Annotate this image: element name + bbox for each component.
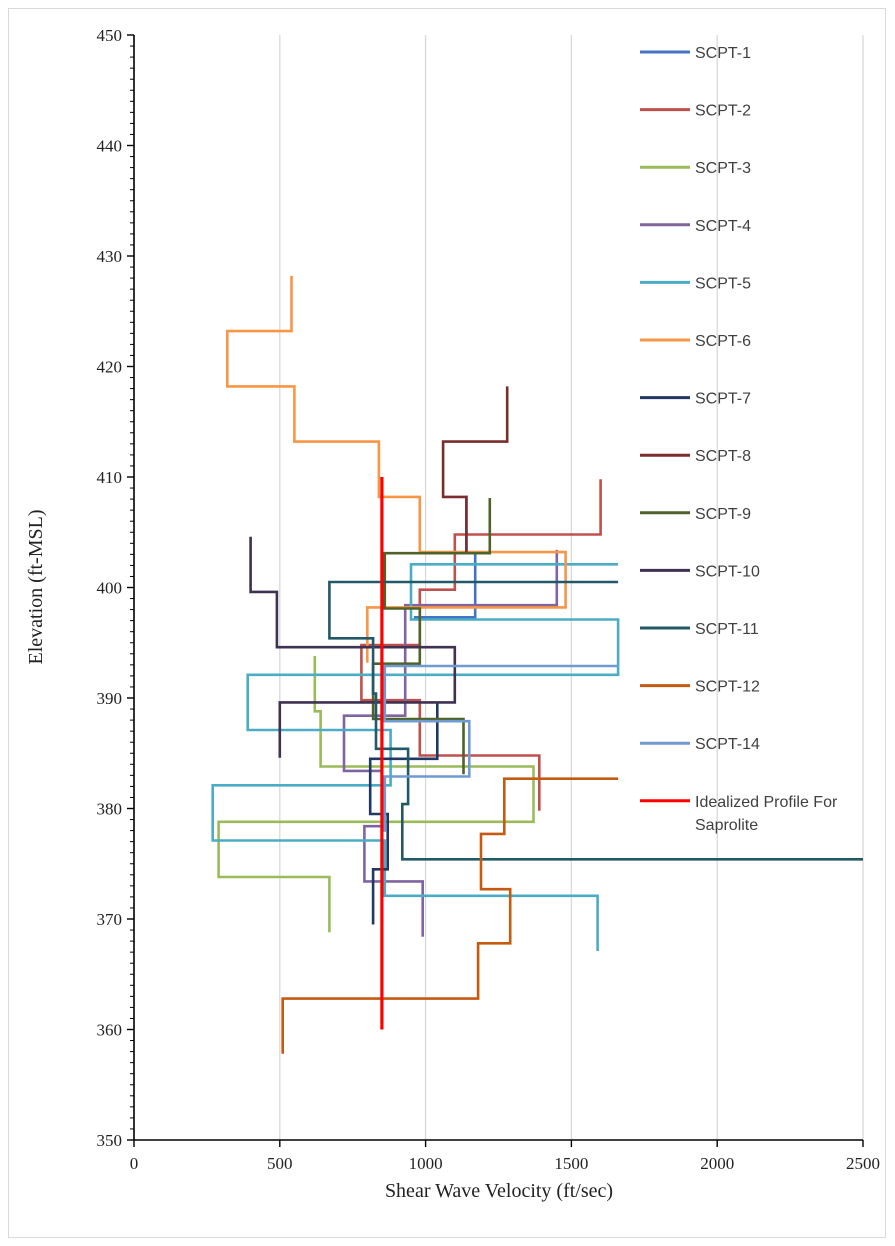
- legend-label: SCPT-11: [695, 621, 759, 638]
- x-tick-label: 0: [130, 1154, 139, 1173]
- legend-label: SCPT-9: [695, 506, 751, 523]
- legend-label: SCPT-4: [695, 218, 751, 235]
- legend-label: SCPT-12: [695, 679, 760, 696]
- legend-label: SCPT-3: [695, 160, 751, 177]
- series-line-scpt-9: [371, 498, 492, 775]
- y-tick-label: 450: [97, 26, 123, 45]
- legend: SCPT-1 SCPT-2 SCPT-3 SCPT-4 SCPT-5 SCPT-6 SCPT…: [640, 45, 838, 834]
- x-tick-label: 500: [267, 1154, 293, 1173]
- series-line-scpt-7: [368, 703, 439, 925]
- series-line-scpt-11: [328, 580, 863, 861]
- x-tick-label: 2500: [846, 1154, 880, 1173]
- legend-label: SCPT-7: [695, 391, 751, 408]
- series-line-scpt-3: [217, 656, 535, 933]
- chart-frame: [8, 8, 886, 1238]
- legend-label: SCPT-14: [695, 736, 760, 753]
- y-tick-label: 380: [97, 800, 123, 819]
- legend-label: SCPT-5: [695, 275, 751, 292]
- series-line-scpt-2: [360, 479, 602, 811]
- y-tick-label: 360: [97, 1021, 123, 1040]
- y-tick-label: 430: [97, 247, 123, 266]
- grid-layer: [279, 35, 864, 1140]
- y-tick-label: 390: [97, 689, 123, 708]
- series-line-scpt-14: [383, 664, 619, 832]
- series-line-scpt-12: [281, 777, 619, 1054]
- series-layer: [211, 275, 863, 1054]
- legend-label: SCPT-1: [695, 45, 751, 62]
- series-line-scpt-5: [211, 562, 620, 951]
- legend-label-continued: Saprolite: [695, 817, 758, 834]
- legend-label: SCPT-6: [695, 333, 751, 350]
- y-tick-label: 370: [97, 910, 123, 929]
- x-tick-label: 1500: [554, 1154, 588, 1173]
- series-line-scpt-6: [226, 275, 567, 663]
- y-tick-label: 350: [97, 1131, 123, 1150]
- y-tick-label: 440: [97, 137, 123, 156]
- y-tick-label: 420: [97, 358, 123, 377]
- x-tick-label: 1000: [409, 1154, 443, 1173]
- y-axis-title: Elevation (ft-MSL): [25, 510, 47, 665]
- legend-label: SCPT-8: [695, 448, 751, 465]
- series-line-scpt-8: [441, 386, 509, 553]
- x-axis-title: Shear Wave Velocity (ft/sec): [385, 1180, 613, 1202]
- series-line-scpt-4: [342, 549, 559, 937]
- y-tick-label: 410: [97, 468, 123, 487]
- series-line-scpt-10: [249, 536, 457, 758]
- x-tick-label: 2000: [700, 1154, 734, 1173]
- y-tick-label: 400: [97, 579, 123, 598]
- legend-label: Idealized Profile For: [695, 794, 838, 811]
- legend-label: SCPT-10: [695, 563, 760, 580]
- legend-label: SCPT-2: [695, 103, 751, 120]
- axes-layer: 350 360 370 380 390 400 410 420 430 440 450 0 500 100…: [97, 26, 881, 1173]
